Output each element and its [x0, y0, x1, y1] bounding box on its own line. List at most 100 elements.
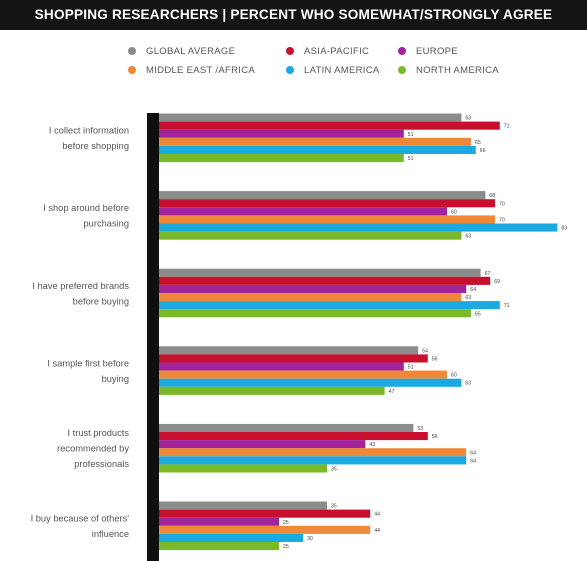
- legend-swatch-europe: [398, 47, 406, 55]
- bar-latin-america-i-trust-products-recommended-by-professionals: [159, 456, 467, 465]
- legend-label-asia-pacific: ASIA-PACIFIC: [304, 45, 370, 57]
- data-label-asia-pacific-i-sample-first-before-buying: 56: [432, 356, 438, 362]
- data-label-north-america-i-trust-products-recommended-by-professionals: 35: [331, 466, 337, 472]
- bar-global-average-i-buy-because-of-others-influence: [159, 501, 327, 510]
- bar-north-america-i-sample-first-before-buying: [159, 386, 385, 395]
- bar-middle-east-africa-i-have-preferred-brands-before-buying: [159, 293, 462, 302]
- data-label-middle-east-africa-i-trust-products-recommended-by-professionals: 64: [470, 450, 476, 456]
- bar-europe-i-trust-products-recommended-by-professionals: [159, 440, 366, 449]
- data-label-latin-america-i-collect-information-before-shopping: 66: [480, 148, 486, 154]
- data-label-latin-america-i-sample-first-before-buying: 63: [465, 381, 471, 387]
- data-label-middle-east-africa-i-have-preferred-brands-before-buying: 63: [465, 295, 471, 301]
- bar-latin-america-i-buy-because-of-others-influence: [159, 533, 303, 542]
- bar-north-america-i-collect-information-before-shopping: [159, 154, 404, 163]
- data-label-middle-east-africa-i-buy-because-of-others-influence: 44: [374, 528, 380, 534]
- legend-item-asia-pacific: ASIA-PACIFIC: [286, 44, 369, 58]
- bar-middle-east-africa-i-trust-products-recommended-by-professionals: [159, 448, 467, 457]
- category-label-i-trust-products-recommended-by-professionals: I trust products recommended by profession…: [57, 428, 129, 469]
- data-label-asia-pacific-i-have-preferred-brands-before-buying: 69: [494, 279, 500, 285]
- bar-latin-america-i-sample-first-before-buying: [159, 378, 462, 387]
- data-label-north-america-i-have-preferred-brands-before-buying: 65: [475, 311, 481, 317]
- chart-title: SHOPPING RESEARCHERS | PERCENT WHO SOMEW…: [34, 7, 553, 22]
- bar-middle-east-africa-i-sample-first-before-buying: [159, 370, 447, 379]
- y-axis-line: [147, 113, 159, 561]
- bar-europe-i-buy-because-of-others-influence: [159, 517, 279, 526]
- legend-item-latin-america: LATIN AMERICA: [286, 63, 380, 77]
- data-label-middle-east-africa-i-shop-around-before-purchasing: 70: [499, 217, 505, 223]
- title-banner: SHOPPING RESEARCHERS | PERCENT WHO SOMEW…: [0, 0, 587, 30]
- bar-middle-east-africa-i-buy-because-of-others-influence: [159, 525, 371, 534]
- data-label-europe-i-buy-because-of-others-influence: 25: [283, 520, 289, 526]
- legend-swatch-latin-america: [286, 66, 294, 74]
- data-label-latin-america-i-buy-because-of-others-influence: 30: [307, 536, 313, 542]
- data-label-latin-america-i-trust-products-recommended-by-professionals: 64: [470, 458, 476, 464]
- bar-global-average-i-trust-products-recommended-by-professionals: [159, 423, 414, 432]
- legend-label-latin-america: LATIN AMERICA: [304, 64, 380, 76]
- data-label-asia-pacific-i-shop-around-before-purchasing: 70: [499, 201, 505, 207]
- data-label-global-average-i-trust-products-recommended-by-professionals: 53: [417, 426, 423, 432]
- bar-north-america-i-shop-around-before-purchasing: [159, 231, 462, 240]
- legend-item-europe: EUROPE: [398, 44, 458, 58]
- bar-north-america-i-trust-products-recommended-by-professionals: [159, 464, 327, 473]
- data-label-europe-i-sample-first-before-buying: 51: [408, 365, 414, 371]
- data-label-latin-america-i-shop-around-before-purchasing: 83: [561, 226, 567, 232]
- data-label-latin-america-i-have-preferred-brands-before-buying: 71: [504, 303, 510, 309]
- legend-item-middle-east-africa: MIDDLE EAST /AFRICA: [128, 63, 255, 77]
- bar-north-america-i-buy-because-of-others-influence: [159, 542, 279, 551]
- bar-asia-pacific-i-collect-information-before-shopping: [159, 121, 500, 130]
- legend-label-middle-east-africa: MIDDLE EAST /AFRICA: [146, 64, 255, 76]
- legend-swatch-north-america: [398, 66, 406, 74]
- data-label-asia-pacific-i-collect-information-before-shopping: 71: [504, 124, 510, 130]
- bar-middle-east-africa-i-collect-information-before-shopping: [159, 137, 471, 146]
- category-label-i-shop-around-before-purchasing: I shop around before purchasing: [43, 203, 129, 229]
- data-label-asia-pacific-i-buy-because-of-others-influence: 44: [374, 512, 380, 518]
- bar-global-average-i-collect-information-before-shopping: [159, 113, 462, 122]
- legend-item-north-america: NORTH AMERICA: [398, 63, 499, 77]
- bar-latin-america-i-shop-around-before-purchasing: [159, 223, 558, 232]
- bar-latin-america-i-collect-information-before-shopping: [159, 145, 476, 154]
- bar-north-america-i-have-preferred-brands-before-buying: [159, 309, 471, 318]
- category-label-i-buy-because-of-others-influence: I buy because of others' influence: [31, 514, 130, 540]
- bar-europe-i-sample-first-before-buying: [159, 362, 404, 371]
- data-label-north-america-i-collect-information-before-shopping: 51: [408, 156, 414, 162]
- bar-europe-i-collect-information-before-shopping: [159, 129, 404, 138]
- data-label-europe-i-collect-information-before-shopping: 51: [408, 132, 414, 138]
- data-label-global-average-i-sample-first-before-buying: 54: [422, 348, 428, 354]
- legend-swatch-global-average: [128, 47, 136, 55]
- data-label-middle-east-africa-i-sample-first-before-buying: 60: [451, 373, 457, 379]
- bar-middle-east-africa-i-shop-around-before-purchasing: [159, 215, 495, 224]
- data-label-europe-i-shop-around-before-purchasing: 60: [451, 209, 457, 215]
- legend-swatch-asia-pacific: [286, 47, 294, 55]
- data-label-europe-i-trust-products-recommended-by-professionals: 43: [369, 442, 375, 448]
- category-label-i-sample-first-before-buying: I sample first before buying: [47, 358, 129, 384]
- bar-global-average-i-have-preferred-brands-before-buying: [159, 268, 481, 277]
- bar-asia-pacific-i-trust-products-recommended-by-professionals: [159, 432, 428, 441]
- bar-europe-i-shop-around-before-purchasing: [159, 207, 447, 216]
- data-label-europe-i-have-preferred-brands-before-buying: 64: [470, 287, 476, 293]
- data-label-north-america-i-shop-around-before-purchasing: 63: [465, 234, 471, 240]
- bar-latin-america-i-have-preferred-brands-before-buying: [159, 301, 500, 310]
- data-label-global-average-i-buy-because-of-others-influence: 35: [331, 504, 337, 510]
- category-label-i-have-preferred-brands-before-buying: I have preferred brands before buying: [32, 281, 129, 307]
- data-label-global-average-i-have-preferred-brands-before-buying: 67: [485, 271, 491, 277]
- data-label-north-america-i-sample-first-before-buying: 47: [389, 389, 395, 395]
- bar-asia-pacific-i-shop-around-before-purchasing: [159, 199, 495, 208]
- bar-asia-pacific-i-have-preferred-brands-before-buying: [159, 276, 491, 285]
- data-label-global-average-i-shop-around-before-purchasing: 68: [489, 193, 495, 199]
- legend-item-global-average: GLOBAL AVERAGE: [128, 44, 235, 58]
- legend-label-europe: EUROPE: [416, 45, 458, 57]
- data-label-global-average-i-collect-information-before-shopping: 63: [465, 116, 471, 122]
- bar-asia-pacific-i-buy-because-of-others-influence: [159, 509, 371, 518]
- data-label-middle-east-africa-i-collect-information-before-shopping: 65: [475, 140, 481, 146]
- legend-swatch-middle-east-africa: [128, 66, 136, 74]
- data-label-asia-pacific-i-trust-products-recommended-by-professionals: 56: [432, 434, 438, 440]
- category-label-i-collect-information-before-shopping: I collect information before shopping: [49, 126, 129, 152]
- bar-global-average-i-shop-around-before-purchasing: [159, 191, 486, 200]
- legend-label-north-america: NORTH AMERICA: [416, 64, 499, 76]
- bar-global-average-i-sample-first-before-buying: [159, 346, 419, 355]
- bar-asia-pacific-i-sample-first-before-buying: [159, 354, 428, 363]
- data-label-north-america-i-buy-because-of-others-influence: 25: [283, 544, 289, 550]
- legend-label-global-average: GLOBAL AVERAGE: [146, 45, 236, 57]
- bar-europe-i-have-preferred-brands-before-buying: [159, 284, 467, 293]
